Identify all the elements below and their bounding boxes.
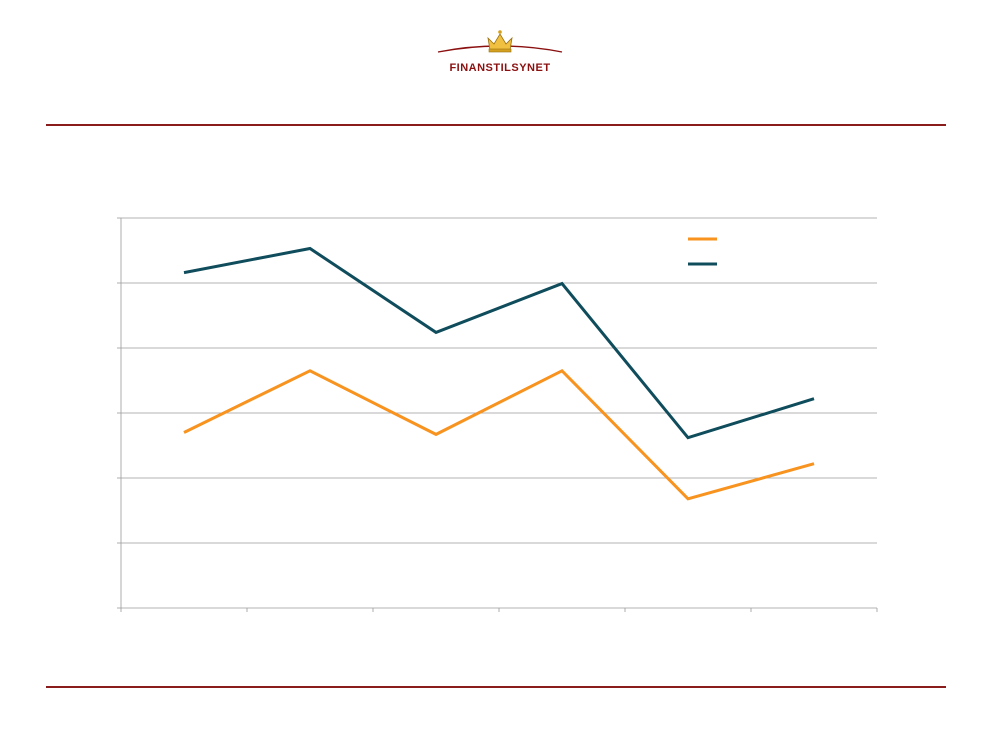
series-line-1 bbox=[183, 368, 815, 501]
footer-divider bbox=[46, 686, 946, 688]
crown-logo-icon bbox=[437, 30, 563, 53]
brand-name: Finanstilsynet bbox=[449, 62, 551, 74]
header-divider bbox=[46, 124, 946, 126]
series-line-2 bbox=[183, 246, 815, 440]
